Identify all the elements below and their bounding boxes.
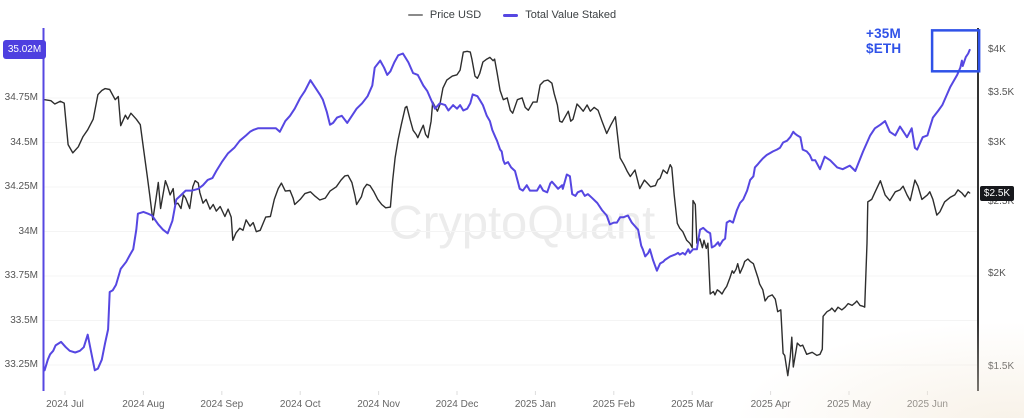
y-right-tick-label: $2K [988,268,1006,280]
legend-label-price-usd: Price USD [429,9,482,21]
y-left-tick-label: 33.25M [4,359,38,370]
y-left-tick-label: 34.25M [4,181,38,192]
x-axis-tick-label: 2024 Jul [46,399,84,410]
x-axis-tick-label: 2025 Mar [671,399,714,410]
staked-current-value-badge: 35.02M [3,40,46,60]
annotation-line2: $ETH [866,41,902,56]
y-left-tick-label: 34.5M [10,136,38,148]
legend-item-total-value-staked[interactable]: Total Value Staked [503,9,616,21]
annotation-line1: +35M [866,26,901,41]
y-left-tick-label: 33.5M [10,314,38,326]
y-right-tick-label: $4K [988,44,1006,56]
annotation-highlight-box [930,29,981,73]
y-left-tick-label: 34.75M [4,92,38,103]
y-right-tick-label: $2.5K [988,195,1015,207]
x-axis-tick-label: 2025 May [827,399,871,410]
legend-label-total-value-staked: Total Value Staked [525,9,617,21]
series-line-price-usd[interactable] [43,50,971,377]
legend: Price USD Total Value Staked [0,6,1024,24]
x-axis-tick-label: 2024 Aug [122,399,165,410]
price-current-value-badge: $2.5K [980,185,1014,201]
y-right-tick-label: $3.5K [988,87,1015,99]
x-axis-tick-label: 2025 Jan [514,399,556,410]
annotation-35m-eth: +35M $ETH [866,26,901,56]
x-axis-tick-label: 2025 Jun [906,399,948,410]
y-right-tick-label: $3K [988,137,1006,149]
y-left-tick-label: 33.75M [4,270,38,281]
x-axis-tick-label: 2025 Feb [592,399,635,410]
y-right-tick-label: $1.5K [988,360,1015,372]
x-axis-tick-label: 2025 Apr [750,399,791,410]
legend-item-price-usd[interactable]: Price USD [407,9,482,21]
x-axis-tick-label: 2024 Dec [435,399,479,410]
staked-line-swatch-icon [503,13,519,17]
series-line-total-value-staked[interactable] [43,48,971,372]
x-axis-tick-label: 2024 Oct [279,399,321,410]
x-axis-tick-label: 2024 Nov [357,399,400,410]
x-axis-tick-label: 2024 Sep [200,399,244,410]
y-left-tick-label: 34M [18,225,38,237]
price-line-swatch-icon [407,14,423,16]
